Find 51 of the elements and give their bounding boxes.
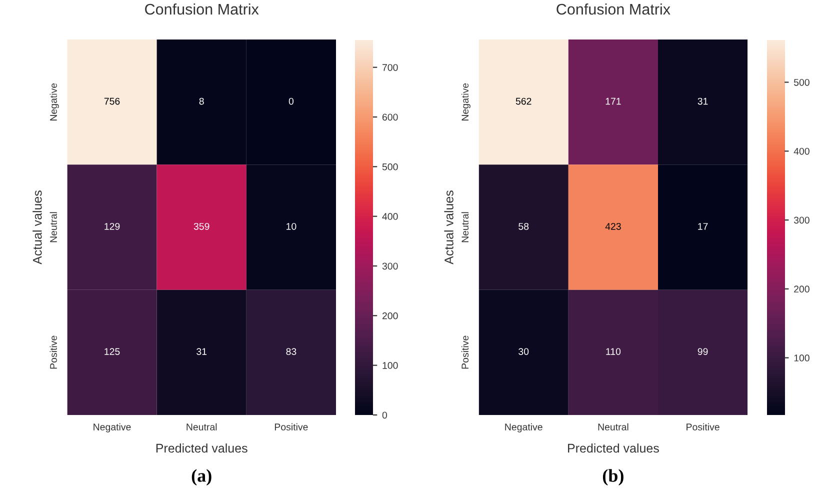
x-tick-label: Positive (686, 423, 720, 430)
x-tick-label: Positive (274, 423, 308, 430)
data-label: 8 (199, 98, 204, 105)
data-label: 171 (606, 98, 621, 105)
text: (a) (192, 469, 212, 486)
data-label: 110 (606, 348, 621, 355)
data-label: 17 (698, 223, 708, 230)
color-bar-label: 500 (382, 163, 398, 170)
data-label: 31 (196, 348, 207, 355)
data-label: 423 (605, 222, 621, 230)
x-tick-label: Neutral (186, 423, 217, 430)
color-bar-label: 400 (794, 148, 810, 155)
color-bar-label: 300 (794, 216, 810, 224)
y-tick-label: Negative (461, 83, 470, 120)
color-bar-label: 500 (794, 78, 810, 86)
y-tick-label: Positive (461, 336, 469, 369)
color-bar-label: 200 (794, 286, 810, 293)
color-bar-label: 100 (382, 362, 398, 369)
y-axis-title: Actual values (444, 190, 454, 264)
data-label: 99 (698, 348, 708, 355)
color-bar-label: 200 (382, 312, 398, 320)
data-label: 83 (286, 348, 296, 355)
x-tick-label: Neutral (598, 423, 628, 430)
y-axis-title: Actual values (32, 190, 42, 264)
data-label: 10 (286, 222, 296, 230)
x-tick-label: Negative (94, 423, 131, 432)
color-bar-label: 0 (382, 412, 388, 419)
chart-title: Confusion Matrix (556, 3, 670, 15)
data-label: 30 (518, 348, 529, 355)
data-label: 58 (518, 222, 529, 230)
color-bar-label: 700 (382, 64, 398, 71)
data-label: 125 (104, 348, 120, 355)
x-tick-label: Negative (505, 423, 542, 432)
y-tick-label: Neutral (461, 212, 469, 242)
data-label: 129 (104, 222, 120, 230)
y-tick-label: Neutral (50, 212, 57, 242)
text: (b) (602, 469, 624, 486)
x-axis-title: Predicted values (568, 443, 659, 453)
data-label: 359 (194, 222, 210, 230)
data-label: 0 (288, 98, 294, 105)
x-axis-title: Predicted values (156, 443, 248, 453)
color-bar-label: 600 (382, 114, 398, 121)
data-label: 756 (104, 98, 120, 105)
y-tick-label: Positive (50, 336, 57, 369)
color-bar-label: 300 (382, 262, 398, 270)
data-label: 31 (698, 98, 708, 105)
color-bar-label: 400 (382, 213, 398, 220)
chart-title: Confusion Matrix (145, 3, 259, 15)
color-bar-label: 100 (794, 354, 810, 362)
y-tick-label: Negative (50, 83, 59, 120)
data-label: 562 (516, 98, 532, 105)
